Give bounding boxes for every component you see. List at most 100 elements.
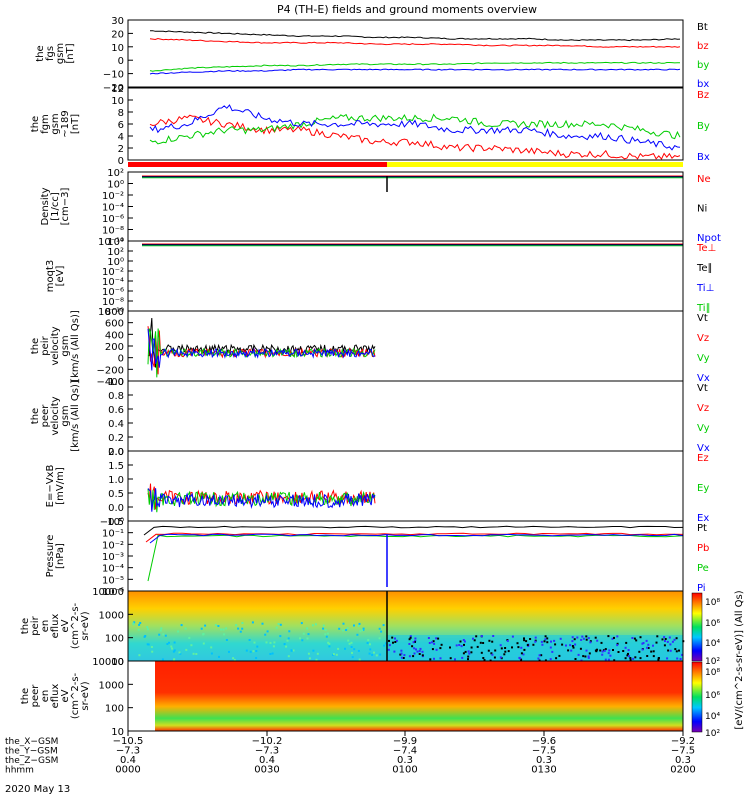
spectrogram-cell	[582, 637, 585, 640]
spectrogram-cell	[387, 648, 390, 651]
spectrogram-cell	[599, 649, 602, 652]
spectrogram-cell	[371, 653, 374, 656]
spectrogram-cell	[362, 629, 365, 631]
spectrogram-cell	[587, 637, 590, 640]
spectrogram-cell	[629, 658, 632, 661]
spectrogram-cell	[491, 640, 494, 643]
spectrogram-cell	[540, 640, 543, 643]
spectrogram-cell	[255, 657, 258, 659]
spectrogram-cell	[613, 636, 615, 639]
spectrogram-cell	[271, 652, 274, 655]
y-tick-label: 10⁻²	[102, 540, 124, 551]
spectrogram-cell	[664, 640, 666, 642]
legend-Vz: Vz	[697, 333, 709, 344]
panel-7: 2.0 1.5 1.0 0.5 0.0 −0.5 E=−VxB [mV/m] Ez Ey Ex	[45, 447, 709, 528]
spectrogram-cell	[585, 635, 588, 638]
colorbar-tick-label: 10⁶	[705, 619, 720, 629]
series-bz	[149, 37, 681, 48]
spectrogram-cell	[285, 645, 288, 648]
y-tick-label: 10000	[92, 657, 124, 668]
spectrogram-cell	[402, 657, 405, 659]
y-axis-label: gsm	[50, 113, 61, 134]
legend-Pb: Pb	[697, 543, 709, 554]
spectrogram-cell	[479, 641, 482, 644]
y-tick-label: 30	[111, 16, 124, 27]
spectrogram-cell	[351, 651, 353, 654]
spectrogram-cell	[419, 647, 422, 650]
spectrogram-cell	[172, 650, 175, 653]
spectrogram-cell	[559, 637, 562, 640]
colorbar-label: [eV/(cm^2-s-sr-eV)] (All Qs)	[734, 590, 745, 729]
plot-area	[128, 88, 683, 160]
spectrogram-cell	[555, 657, 558, 660]
spectrogram-cell	[348, 642, 351, 645]
spectrogram-cell	[537, 657, 540, 660]
spectrogram-cell	[356, 633, 359, 636]
spectrogram-cell	[210, 652, 213, 655]
spectrogram-cell	[511, 646, 513, 649]
spectrogram-cell	[652, 644, 654, 647]
spectrogram-cell	[544, 635, 547, 638]
spectrogram-cell	[150, 646, 153, 648]
spectrogram-cell	[490, 652, 493, 655]
spectrogram-cell	[544, 659, 547, 662]
spectrogram-cell	[421, 650, 424, 653]
y-axis-label: (cm^2-s-	[70, 602, 81, 649]
colorbar-tick-label: 10²	[705, 657, 720, 667]
spectrogram-cell	[603, 649, 606, 652]
legend-bz: bz	[697, 41, 709, 52]
spectrogram-cell	[137, 628, 140, 631]
spectrogram-cell	[164, 634, 167, 637]
spectrogram-cell	[492, 635, 495, 637]
spectrogram-cell	[663, 644, 666, 647]
spectrogram-cell	[626, 654, 629, 657]
y-tick-label: 10⁻⁵	[102, 575, 124, 586]
y-tick-label: 0.0	[108, 503, 124, 514]
spectrogram-cell	[324, 628, 327, 631]
y-tick-label: −20	[103, 83, 124, 94]
spectrogram-cell	[632, 657, 635, 660]
spectrogram-cell	[302, 632, 305, 635]
spectrogram-cell	[292, 649, 295, 652]
spectrogram-cell	[483, 659, 486, 662]
y-axis-label: eflux	[50, 614, 61, 639]
spectrogram-cell	[571, 636, 574, 639]
spectrogram-cell	[546, 641, 549, 644]
spectrogram-cell	[624, 646, 627, 649]
spectrogram-cell	[468, 652, 471, 655]
x-tick-label: −7.5	[671, 746, 695, 757]
y-tick-label: 10⁰	[107, 180, 124, 191]
spectrogram-cell	[572, 646, 575, 649]
spectrogram-cell	[251, 621, 254, 624]
spectrogram-cell	[178, 651, 181, 654]
y-tick-label: 12	[111, 84, 124, 95]
spectrogram-cell	[275, 626, 278, 629]
y-tick-label: 10000	[92, 587, 124, 598]
spectrogram-cell	[139, 622, 142, 624]
x-tick-label: 0.3	[397, 755, 413, 766]
spectrogram-cell	[622, 650, 625, 652]
spectrogram-cell	[565, 644, 567, 647]
y-tick-label: 10⁻³	[102, 552, 124, 563]
spectrogram-cell	[307, 633, 310, 636]
y-axis-label: ~189	[60, 110, 71, 137]
spectrogram-cell	[625, 641, 628, 644]
spectrogram-cell	[283, 643, 286, 646]
y-axis-label: eV	[60, 619, 71, 632]
spectrogram-cell	[647, 643, 650, 646]
legend-Vy: Vy	[697, 423, 710, 434]
panel-frame	[127, 19, 684, 88]
spectrogram-cell	[222, 628, 225, 631]
spectrogram-cell	[399, 653, 402, 656]
spectrogram-cell	[458, 644, 461, 646]
spectrogram-cell	[674, 648, 677, 651]
legend-Vx: Vx	[697, 373, 710, 384]
spectrogram-cell	[594, 636, 597, 639]
spectrogram-cell	[567, 649, 570, 652]
spectrogram-cell	[499, 644, 502, 647]
spectrogram-cell	[499, 656, 502, 659]
spectrogram-cell	[627, 652, 629, 655]
spectrogram-cell	[368, 652, 371, 655]
spectrogram-cell	[463, 643, 465, 646]
